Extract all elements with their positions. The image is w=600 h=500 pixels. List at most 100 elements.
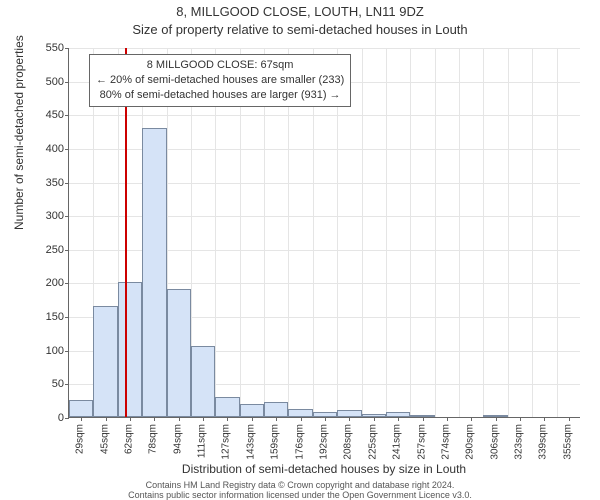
gridline-v: [483, 48, 484, 417]
ytick-mark: [65, 250, 69, 251]
xtick-label: 192sqm: [319, 424, 330, 460]
annotation-line-3: 80% of semi-detached houses are larger (…: [96, 88, 344, 103]
histogram-bar: [167, 289, 191, 417]
annotation-line-1: 8 MILLGOOD CLOSE: 67sqm: [96, 58, 344, 73]
ytick-label: 500: [6, 76, 64, 88]
xtick-mark: [374, 417, 375, 421]
ytick-mark: [65, 351, 69, 352]
xtick-label: 306sqm: [489, 424, 500, 460]
gridline-v: [459, 48, 460, 417]
xtick-label: 111sqm: [197, 424, 208, 458]
xtick-mark: [569, 417, 570, 421]
xtick-label: 78sqm: [148, 424, 159, 454]
ytick-label: 50: [6, 378, 64, 390]
xtick-mark: [544, 417, 545, 421]
xtick-mark: [496, 417, 497, 421]
histogram-bar: [337, 410, 361, 417]
ytick-label: 200: [6, 277, 64, 289]
gridline-v: [410, 48, 411, 417]
xtick-label: 339sqm: [538, 424, 549, 460]
xtick-label: 159sqm: [270, 424, 281, 460]
ytick-label: 350: [6, 177, 64, 189]
xtick-label: 274sqm: [440, 424, 451, 460]
xtick-label: 94sqm: [172, 424, 183, 454]
histogram-bar: [215, 397, 239, 417]
xtick-mark: [520, 417, 521, 421]
ytick-label: 300: [6, 210, 64, 222]
xtick-label: 208sqm: [343, 424, 354, 460]
title-address: 8, MILLGOOD CLOSE, LOUTH, LN11 9DZ: [0, 4, 600, 19]
histogram-bar: [240, 404, 264, 417]
gridline-v: [508, 48, 509, 417]
histogram-bar: [288, 409, 312, 417]
gridline-v: [386, 48, 387, 417]
xtick-label: 257sqm: [416, 424, 427, 460]
ytick-mark: [65, 384, 69, 385]
xtick-label: 45sqm: [99, 424, 110, 454]
annotation-line-2: ← 20% of semi-detached houses are smalle…: [96, 73, 344, 88]
plot-area: 8 MILLGOOD CLOSE: 67sqm ← 20% of semi-de…: [68, 48, 580, 418]
ytick-mark: [65, 418, 69, 419]
ytick-label: 100: [6, 345, 64, 357]
xtick-mark: [252, 417, 253, 421]
ytick-label: 400: [6, 143, 64, 155]
xtick-mark: [398, 417, 399, 421]
ytick-label: 550: [6, 42, 64, 54]
xtick-label: 225sqm: [367, 424, 378, 460]
gridline-v: [532, 48, 533, 417]
title-subtitle: Size of property relative to semi-detach…: [0, 22, 600, 37]
ytick-label: 150: [6, 311, 64, 323]
xtick-label: 29sqm: [75, 424, 86, 454]
xtick-mark: [471, 417, 472, 421]
xtick-mark: [130, 417, 131, 421]
footer-line-1: Contains HM Land Registry data © Crown c…: [0, 480, 600, 490]
xtick-mark: [154, 417, 155, 421]
xtick-label: 290sqm: [465, 424, 476, 460]
xtick-mark: [349, 417, 350, 421]
histogram-bar: [118, 282, 142, 417]
xtick-mark: [423, 417, 424, 421]
ytick-mark: [65, 149, 69, 150]
histogram-bar: [264, 402, 288, 417]
xtick-label: 127sqm: [221, 424, 232, 460]
gridline-v: [362, 48, 363, 417]
chart-container: 8, MILLGOOD CLOSE, LOUTH, LN11 9DZ Size …: [0, 0, 600, 500]
xtick-label: 241sqm: [392, 424, 403, 460]
y-axis-label: Number of semi-detached properties: [12, 35, 26, 230]
xtick-label: 355sqm: [562, 424, 573, 460]
histogram-bar: [191, 346, 215, 417]
gridline-h: [69, 115, 580, 116]
ytick-mark: [65, 216, 69, 217]
xtick-mark: [203, 417, 204, 421]
ytick-mark: [65, 183, 69, 184]
xtick-mark: [81, 417, 82, 421]
annotation-box: 8 MILLGOOD CLOSE: 67sqm ← 20% of semi-de…: [89, 54, 351, 107]
histogram-bar: [93, 306, 117, 417]
xtick-mark: [325, 417, 326, 421]
gridline-h: [69, 48, 580, 49]
gridline-v: [557, 48, 558, 417]
ytick-label: 250: [6, 244, 64, 256]
xtick-mark: [106, 417, 107, 421]
xtick-mark: [276, 417, 277, 421]
footer-line-2: Contains public sector information licen…: [0, 490, 600, 500]
ytick-mark: [65, 82, 69, 83]
gridline-v: [435, 48, 436, 417]
ytick-mark: [65, 115, 69, 116]
xtick-label: 176sqm: [294, 424, 305, 460]
histogram-bar: [69, 400, 93, 417]
x-axis-label: Distribution of semi-detached houses by …: [68, 462, 580, 476]
xtick-label: 323sqm: [514, 424, 525, 460]
xtick-mark: [179, 417, 180, 421]
xtick-label: 62sqm: [123, 424, 134, 454]
ytick-mark: [65, 317, 69, 318]
histogram-bar: [142, 128, 166, 417]
xtick-mark: [301, 417, 302, 421]
xtick-mark: [227, 417, 228, 421]
ytick-label: 450: [6, 109, 64, 121]
ytick-label: 0: [6, 412, 64, 424]
ytick-mark: [65, 48, 69, 49]
xtick-mark: [447, 417, 448, 421]
xtick-label: 143sqm: [245, 424, 256, 460]
ytick-mark: [65, 283, 69, 284]
